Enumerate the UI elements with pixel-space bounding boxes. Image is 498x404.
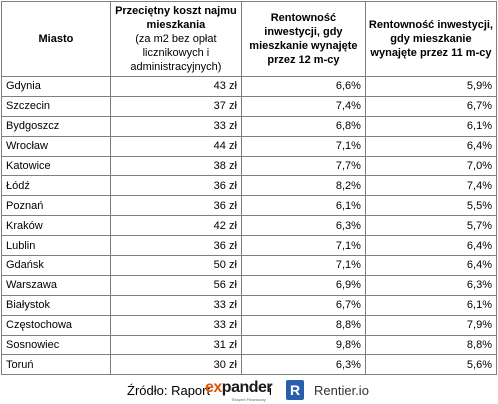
- conjunction-text: i: [269, 383, 272, 398]
- cell-return-11: 7,0%: [364, 155, 498, 177]
- cell-return-11: 7,4%: [364, 175, 498, 197]
- cell-return-11: 5,6%: [364, 354, 498, 376]
- cell-return-12: 6,7%: [240, 294, 366, 316]
- table-row: Toruń 30 zł 6,3% 5,6%: [1, 354, 498, 376]
- cell-city: Białystok: [1, 294, 111, 316]
- cell-cost: 38 zł: [109, 155, 242, 177]
- cell-cost: 42 zł: [109, 215, 242, 237]
- cell-cost: 33 zł: [109, 115, 242, 137]
- cell-city: Gdańsk: [1, 255, 111, 276]
- expander-tagline: Ekspert Finansowy: [232, 397, 266, 402]
- table-row: Wrocław 44 zł 7,1% 6,4%: [1, 135, 498, 157]
- cell-city: Łódź: [1, 175, 111, 197]
- header-return-11: Rentowność inwestycji, gdy mieszkanie wy…: [364, 1, 498, 77]
- cell-cost: 43 zł: [109, 76, 242, 97]
- cell-city: Częstochowa: [1, 314, 111, 336]
- table-row: Poznań 36 zł 6,1% 5,5%: [1, 195, 498, 217]
- table-row: Lublin 36 zł 7,1% 6,4%: [1, 235, 498, 257]
- cell-cost: 37 zł: [109, 95, 242, 117]
- cell-return-12: 7,1%: [240, 255, 366, 276]
- expander-logo-ex: ex: [205, 379, 222, 396]
- cell-cost: 56 zł: [109, 274, 242, 296]
- cell-city: Kraków: [1, 215, 111, 237]
- header-city: Miasto: [1, 1, 111, 77]
- cell-cost: 36 zł: [109, 175, 242, 197]
- cell-return-11: 6,4%: [364, 235, 498, 257]
- cell-cost: 33 zł: [109, 314, 242, 336]
- cell-return-12: 6,1%: [240, 195, 366, 217]
- cell-return-11: 6,1%: [364, 294, 498, 316]
- expander-logo-pander: pander: [221, 379, 273, 396]
- header-cost-main: Przeciętny koszt najmu mieszkania: [115, 5, 237, 31]
- cell-return-12: 7,7%: [240, 155, 366, 177]
- cell-return-11: 8,8%: [364, 334, 498, 356]
- cell-return-11: 6,4%: [364, 255, 498, 276]
- cell-return-12: 6,9%: [240, 274, 366, 296]
- header-return-12: Rentowność inwestycji, gdy mieszkanie wy…: [240, 1, 366, 77]
- cell-city: Lublin: [1, 235, 111, 257]
- table-row: Gdynia 43 zł 6,6% 5,9%: [1, 76, 498, 97]
- cell-return-11: 6,1%: [364, 115, 498, 137]
- expander-logo: expander: [205, 379, 273, 397]
- header-cost-sub: (za m2 bez opłat licznikowych i administ…: [130, 33, 222, 73]
- cell-cost: 33 zł: [109, 294, 242, 316]
- table-row: Sosnowiec 31 zł 9,8% 8,8%: [1, 334, 498, 356]
- cell-return-12: 7,1%: [240, 135, 366, 157]
- cell-city: Bydgoszcz: [1, 115, 111, 137]
- header-cost: Przeciętny koszt najmu mieszkania (za m2…: [109, 1, 242, 77]
- cell-return-11: 5,9%: [364, 76, 498, 97]
- rentier-logo-text: Rentier.io: [314, 383, 369, 398]
- source-label: Źródło: Raport: [127, 383, 211, 398]
- cell-cost: 30 zł: [109, 354, 242, 376]
- cell-return-12: 7,4%: [240, 95, 366, 117]
- cell-city: Gdynia: [1, 76, 111, 97]
- cell-return-11: 5,5%: [364, 195, 498, 217]
- cell-city: Warszawa: [1, 274, 111, 296]
- cell-city: Toruń: [1, 354, 111, 376]
- cell-return-12: 6,3%: [240, 354, 366, 376]
- source-footer: Źródło: Raport expander Ekspert Finansow…: [0, 379, 498, 404]
- table-row: Łódź 36 zł 8,2% 7,4%: [1, 175, 498, 197]
- cell-return-12: 7,1%: [240, 235, 366, 257]
- cell-return-12: 8,8%: [240, 314, 366, 336]
- cell-return-11: 6,4%: [364, 135, 498, 157]
- rent-table: Miasto Przeciętny koszt najmu mieszkania…: [1, 1, 498, 376]
- cell-return-12: 6,6%: [240, 76, 366, 97]
- table-row: Warszawa 56 zł 6,9% 6,3%: [1, 274, 498, 296]
- cell-return-11: 7,9%: [364, 314, 498, 336]
- cell-cost: 36 zł: [109, 195, 242, 217]
- cell-return-12: 8,2%: [240, 175, 366, 197]
- cell-return-12: 6,8%: [240, 115, 366, 137]
- cell-city: Poznań: [1, 195, 111, 217]
- table-row: Częstochowa 33 zł 8,8% 7,9%: [1, 314, 498, 336]
- table-row: Bydgoszcz 33 zł 6,8% 6,1%: [1, 115, 498, 137]
- cell-return-11: 5,7%: [364, 215, 498, 237]
- cell-return-12: 9,8%: [240, 334, 366, 356]
- cell-return-11: 6,7%: [364, 95, 498, 117]
- cell-cost: 31 zł: [109, 334, 242, 356]
- cell-city: Katowice: [1, 155, 111, 177]
- cell-city: Sosnowiec: [1, 334, 111, 356]
- cell-city: Szczecin: [1, 95, 111, 117]
- cell-city: Wrocław: [1, 135, 111, 157]
- cell-cost: 36 zł: [109, 235, 242, 257]
- rentier-logo-icon: R: [286, 380, 304, 400]
- table-row: Kraków 42 zł 6,3% 5,7%: [1, 215, 498, 237]
- table-row: Białystok 33 zł 6,7% 6,1%: [1, 294, 498, 316]
- table-row: Gdańsk 50 zł 7,1% 6,4%: [1, 255, 498, 276]
- table-header-row: Miasto Przeciętny koszt najmu mieszkania…: [1, 1, 498, 77]
- cell-return-11: 6,3%: [364, 274, 498, 296]
- cell-return-12: 6,3%: [240, 215, 366, 237]
- cell-cost: 50 zł: [109, 255, 242, 276]
- cell-cost: 44 zł: [109, 135, 242, 157]
- table-row: Szczecin 37 zł 7,4% 6,7%: [1, 95, 498, 117]
- table-row: Katowice 38 zł 7,7% 7,0%: [1, 155, 498, 177]
